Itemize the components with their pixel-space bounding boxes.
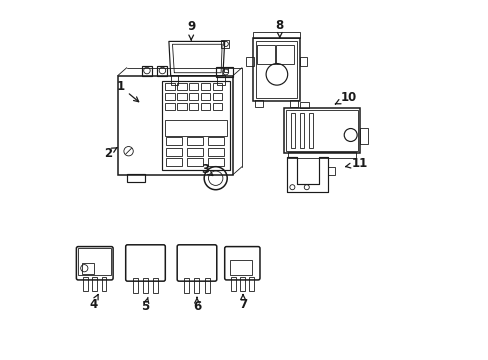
Bar (230, 260, 251, 275)
Bar (165, 120, 226, 136)
Bar (212, 83, 222, 90)
Text: 9: 9 (187, 21, 195, 40)
Bar (201, 103, 210, 110)
Bar (215, 67, 232, 77)
Text: 10: 10 (335, 91, 356, 104)
Bar (284, 108, 359, 153)
Bar (256, 41, 297, 98)
Bar (300, 57, 306, 66)
Bar (359, 128, 367, 144)
Text: 8: 8 (275, 19, 284, 37)
Bar (308, 113, 312, 148)
Bar (170, 75, 178, 85)
Bar (142, 66, 152, 76)
Bar (153, 278, 158, 293)
Bar (275, 45, 293, 64)
Bar (102, 277, 106, 291)
Bar (253, 32, 300, 38)
Bar (177, 93, 186, 100)
Bar (165, 103, 174, 110)
Bar (289, 100, 298, 107)
Text: 3: 3 (201, 163, 212, 176)
Bar (201, 93, 210, 100)
Bar (118, 76, 232, 175)
Bar (253, 38, 300, 101)
Bar (157, 66, 167, 76)
Bar (189, 103, 198, 110)
Bar (83, 277, 87, 291)
Bar (177, 103, 186, 110)
Bar (221, 40, 228, 48)
Bar (285, 110, 357, 151)
Text: 1: 1 (116, 80, 139, 102)
Text: 6: 6 (192, 297, 201, 313)
Bar (201, 83, 210, 90)
Bar (177, 83, 186, 90)
Bar (300, 102, 309, 108)
Bar (166, 158, 182, 166)
Bar (255, 100, 263, 107)
Bar (189, 83, 198, 90)
Bar (162, 81, 230, 170)
Bar (142, 278, 148, 293)
Bar (249, 277, 253, 291)
Bar (166, 137, 182, 145)
Bar (165, 83, 174, 90)
Bar (166, 148, 182, 156)
Bar (127, 174, 144, 182)
Bar (207, 148, 224, 156)
Bar (246, 57, 253, 66)
Bar (231, 277, 235, 291)
Bar (212, 93, 222, 100)
Bar (328, 167, 334, 175)
Bar (257, 45, 274, 64)
Bar (132, 278, 138, 293)
Text: 7: 7 (239, 294, 246, 311)
Bar (207, 158, 224, 166)
Bar (81, 263, 94, 274)
Text: 4: 4 (89, 294, 98, 311)
Text: 5: 5 (141, 297, 149, 313)
Text: 11: 11 (345, 157, 367, 170)
Bar (165, 93, 174, 100)
Bar (207, 137, 224, 145)
Bar (204, 278, 209, 293)
Bar (78, 248, 111, 275)
Bar (186, 148, 203, 156)
Bar (184, 278, 189, 293)
Bar (299, 113, 303, 148)
Bar (240, 277, 244, 291)
Bar (189, 93, 198, 100)
Bar (186, 158, 203, 166)
Bar (194, 278, 199, 293)
Bar (212, 103, 222, 110)
Bar (186, 137, 203, 145)
Bar (287, 152, 355, 158)
Bar (217, 75, 224, 85)
Bar (223, 67, 227, 72)
Bar (290, 113, 294, 148)
Text: 2: 2 (103, 147, 117, 159)
Bar (92, 277, 97, 291)
